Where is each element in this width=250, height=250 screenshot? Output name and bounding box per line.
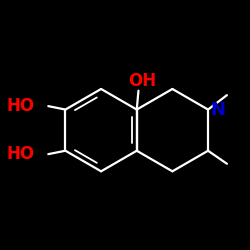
Text: HO: HO: [6, 97, 34, 115]
Text: N: N: [211, 100, 226, 118]
Text: OH: OH: [128, 72, 156, 90]
Text: HO: HO: [6, 145, 34, 163]
